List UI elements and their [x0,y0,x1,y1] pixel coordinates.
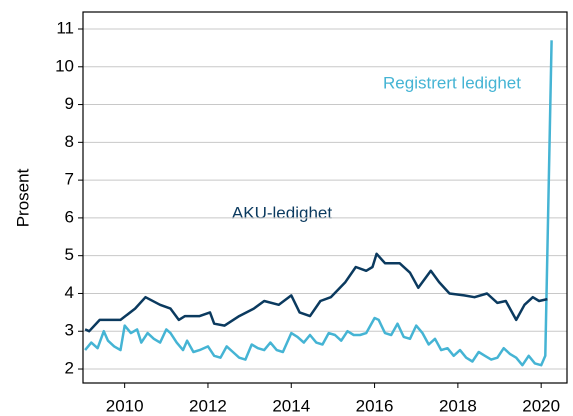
x-tick-label: 2016 [356,396,394,415]
line [84,40,553,367]
annotation: AKU-ledighet [232,203,332,222]
y-tick-label: 7 [65,170,74,189]
line [84,252,548,333]
x-tick-label: 2018 [439,396,477,415]
x-tick-label: 2020 [522,396,560,415]
x-tick-label: 2012 [189,396,227,415]
x-tick-label: 2014 [272,396,310,415]
y-tick-label: 4 [65,283,74,302]
annotation: Registrert ledighet [383,73,521,92]
y-tick-label: 9 [65,94,74,113]
y-tick-label: 11 [56,18,74,37]
y-tick-label: 5 [65,245,74,264]
y-tick-label: 2 [65,359,74,378]
y-tick-label: 3 [65,321,74,340]
y-tick-label: 8 [65,132,74,151]
plot-frame [82,11,568,384]
y-tick-label: 10 [55,56,74,75]
x-tick-label: 2010 [106,396,144,415]
y-tick-label: 6 [65,207,74,226]
y-axis-label: Prosent [13,168,32,227]
